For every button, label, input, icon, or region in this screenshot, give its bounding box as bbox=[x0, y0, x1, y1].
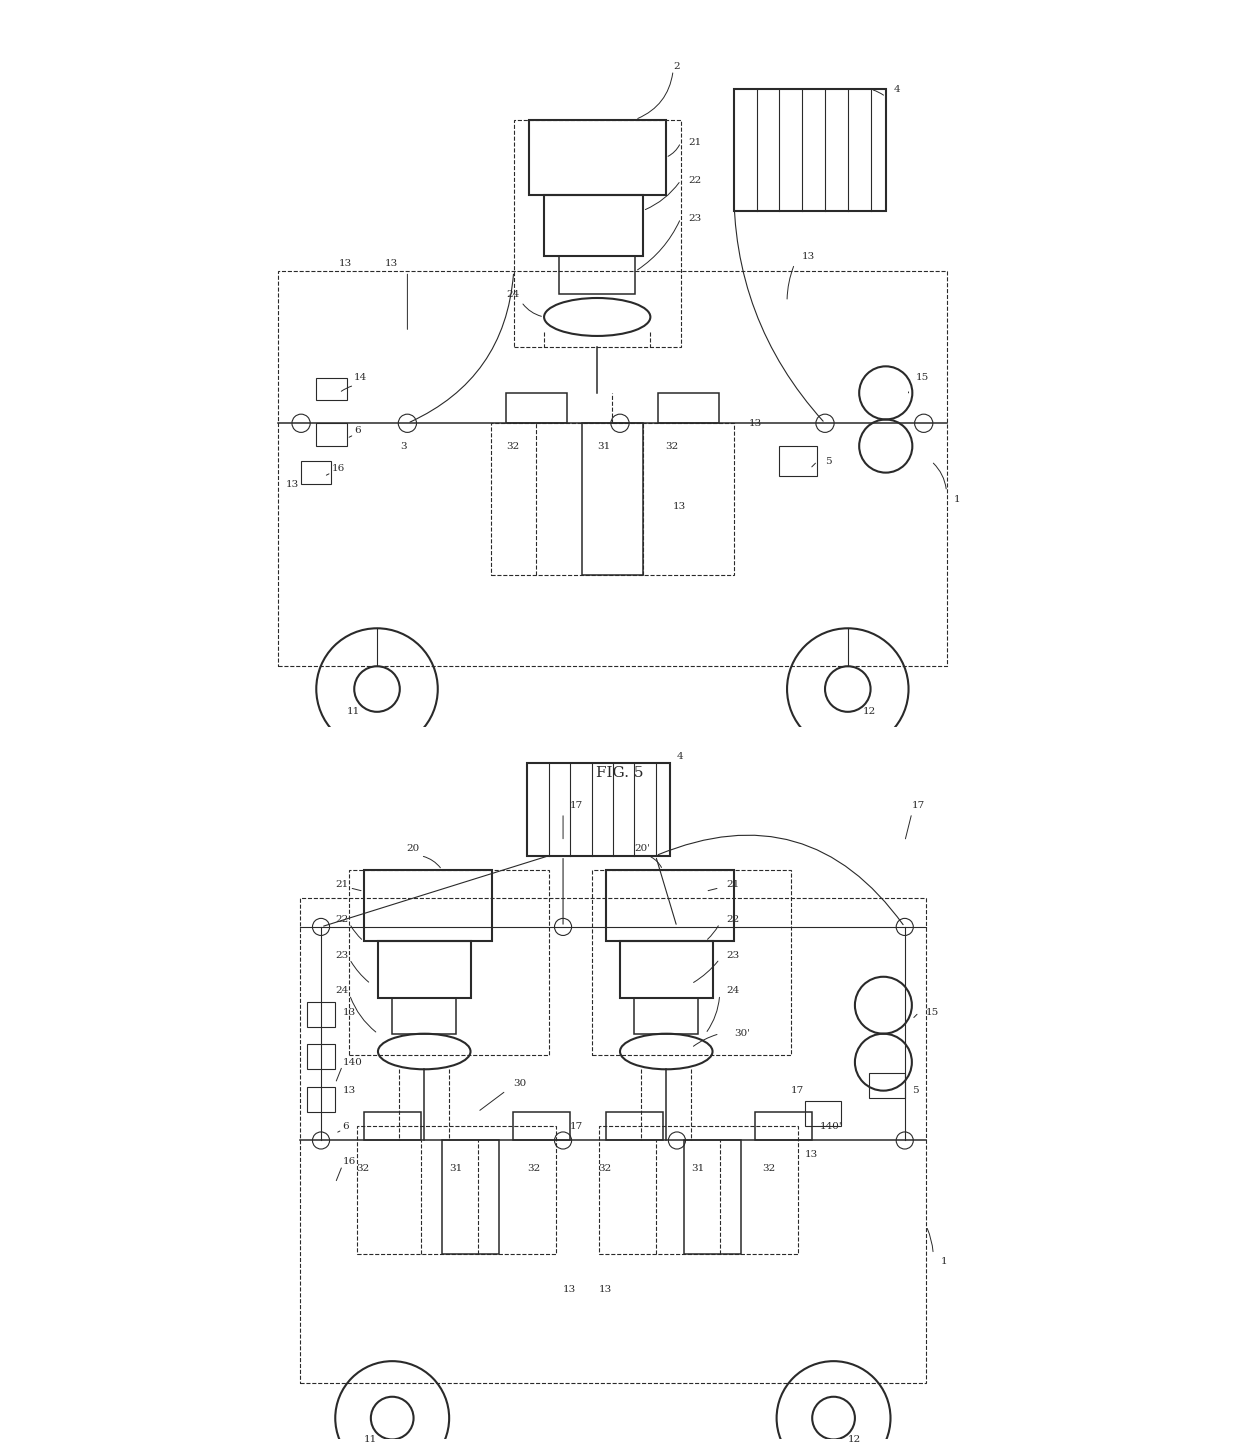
Text: 23: 23 bbox=[688, 214, 702, 222]
Bar bbox=[755, 1112, 812, 1140]
Text: 15: 15 bbox=[926, 1008, 940, 1016]
Text: 21: 21 bbox=[335, 880, 348, 888]
Text: 30: 30 bbox=[513, 1079, 527, 1088]
Text: 20: 20 bbox=[407, 845, 419, 853]
Bar bbox=[529, 119, 666, 195]
Text: 32: 32 bbox=[666, 442, 678, 451]
Text: 32: 32 bbox=[506, 442, 520, 451]
Text: 3: 3 bbox=[399, 442, 407, 451]
Text: 31: 31 bbox=[449, 1165, 463, 1173]
Bar bbox=[513, 119, 681, 348]
Text: 22: 22 bbox=[335, 916, 348, 925]
Text: 16: 16 bbox=[342, 1157, 356, 1166]
Text: 23: 23 bbox=[727, 951, 740, 960]
Bar bbox=[805, 1101, 841, 1127]
Bar bbox=[527, 763, 670, 856]
Text: 24: 24 bbox=[727, 986, 740, 996]
Bar bbox=[378, 941, 470, 997]
Bar bbox=[869, 1073, 905, 1098]
Text: 22: 22 bbox=[727, 916, 740, 925]
Bar bbox=[559, 256, 635, 294]
Bar bbox=[363, 869, 492, 941]
Text: 13: 13 bbox=[749, 419, 763, 427]
Text: 32: 32 bbox=[763, 1165, 776, 1173]
Text: 140: 140 bbox=[342, 1057, 362, 1067]
Text: 32: 32 bbox=[599, 1165, 611, 1173]
Text: 140': 140' bbox=[820, 1121, 842, 1131]
Text: 11: 11 bbox=[347, 707, 360, 717]
Text: 6: 6 bbox=[342, 1121, 348, 1131]
Text: 11: 11 bbox=[363, 1435, 377, 1444]
Bar bbox=[392, 997, 456, 1034]
Text: 13: 13 bbox=[342, 1008, 356, 1016]
Bar bbox=[301, 461, 331, 484]
Text: 13: 13 bbox=[286, 480, 299, 489]
Bar bbox=[316, 423, 347, 446]
Text: 14: 14 bbox=[355, 374, 367, 382]
Bar bbox=[780, 446, 817, 477]
Bar bbox=[591, 869, 791, 1056]
Text: 13: 13 bbox=[805, 1150, 818, 1159]
Text: 17: 17 bbox=[570, 801, 584, 810]
Text: 32: 32 bbox=[357, 1165, 370, 1173]
Text: 32: 32 bbox=[527, 1165, 541, 1173]
Bar bbox=[634, 997, 698, 1034]
Bar bbox=[300, 899, 926, 1383]
Text: 24: 24 bbox=[335, 986, 348, 996]
Text: 13: 13 bbox=[563, 1285, 577, 1294]
Bar bbox=[316, 378, 347, 400]
Text: 5: 5 bbox=[911, 1086, 919, 1095]
Text: 12: 12 bbox=[848, 1435, 861, 1444]
Bar bbox=[658, 393, 719, 423]
Text: 13: 13 bbox=[599, 1285, 611, 1294]
Bar bbox=[582, 423, 642, 576]
Text: 31: 31 bbox=[691, 1165, 704, 1173]
Text: 12: 12 bbox=[863, 707, 877, 717]
Text: 17: 17 bbox=[570, 1121, 584, 1131]
Bar bbox=[734, 89, 885, 211]
Text: 17: 17 bbox=[791, 1086, 804, 1095]
Bar bbox=[491, 423, 734, 576]
Bar bbox=[306, 1044, 335, 1069]
Text: FIG. 5: FIG. 5 bbox=[596, 766, 644, 779]
Bar bbox=[306, 1088, 335, 1112]
Text: 4: 4 bbox=[893, 84, 900, 93]
Text: 13: 13 bbox=[802, 252, 816, 260]
Bar bbox=[544, 195, 642, 256]
Text: 31: 31 bbox=[598, 442, 610, 451]
Text: 2: 2 bbox=[673, 63, 680, 71]
Text: 13: 13 bbox=[342, 1086, 356, 1095]
Text: 13: 13 bbox=[339, 259, 352, 269]
Bar bbox=[513, 1112, 570, 1140]
Bar bbox=[606, 1112, 662, 1140]
Text: 13: 13 bbox=[384, 259, 398, 269]
Text: 16: 16 bbox=[331, 464, 345, 474]
Text: 1: 1 bbox=[940, 1258, 947, 1266]
Text: 30': 30' bbox=[734, 1029, 750, 1038]
Text: 24: 24 bbox=[506, 289, 520, 298]
Bar bbox=[620, 941, 713, 997]
Bar bbox=[684, 1140, 742, 1255]
Text: 4: 4 bbox=[677, 752, 683, 760]
Bar bbox=[606, 869, 734, 941]
Text: 17: 17 bbox=[911, 801, 925, 810]
Bar bbox=[357, 1127, 556, 1255]
Bar bbox=[441, 1140, 498, 1255]
Bar bbox=[363, 1112, 420, 1140]
Text: 21: 21 bbox=[727, 880, 740, 888]
Bar bbox=[506, 393, 567, 423]
Text: 5: 5 bbox=[825, 457, 832, 465]
Bar bbox=[306, 1002, 335, 1027]
Text: 13: 13 bbox=[673, 502, 687, 512]
Text: 21: 21 bbox=[688, 138, 702, 147]
Text: 1: 1 bbox=[954, 494, 961, 503]
Text: 23: 23 bbox=[335, 951, 348, 960]
Bar bbox=[350, 869, 549, 1056]
Bar bbox=[599, 1127, 799, 1255]
Text: 22: 22 bbox=[688, 176, 702, 185]
Text: 15: 15 bbox=[916, 374, 930, 382]
Text: 6: 6 bbox=[355, 426, 361, 435]
Bar bbox=[278, 272, 946, 666]
Text: 20': 20' bbox=[634, 845, 650, 853]
